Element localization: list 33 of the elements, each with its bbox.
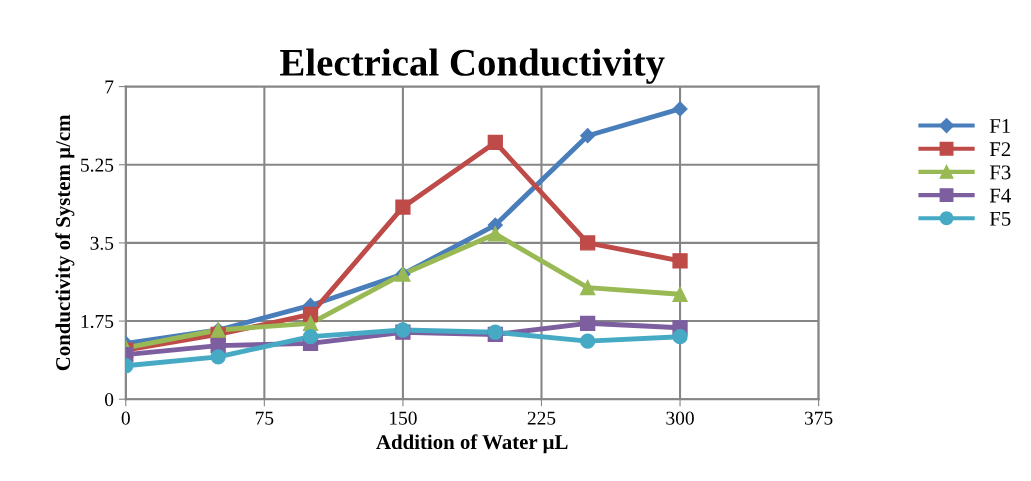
point <box>580 235 596 251</box>
y-tick-label: 3.5 <box>90 236 114 250</box>
legend-label: F3 <box>989 165 1011 180</box>
x-tick-label: 75 <box>255 411 274 425</box>
y-tick-label: 0 <box>105 393 114 407</box>
legend-label: F5 <box>989 211 1011 226</box>
legend-label: F2 <box>989 142 1011 157</box>
x-tick-label: 0 <box>121 411 130 425</box>
y-tick-label: 7 <box>105 80 114 94</box>
x-tick-label: 375 <box>804 411 833 425</box>
y-tick-label: 5.25 <box>81 158 114 172</box>
point <box>672 253 688 269</box>
chart-title: Electrical Conductivity <box>280 48 665 84</box>
x-tick-label: 225 <box>527 411 556 425</box>
x-tick-label: 300 <box>666 411 694 425</box>
point <box>210 349 226 365</box>
point <box>302 329 319 345</box>
point <box>580 333 596 349</box>
point <box>487 226 503 242</box>
point <box>580 279 596 296</box>
x-axis-title: Addition of Water µL <box>376 434 568 454</box>
point <box>672 329 688 345</box>
y-axis-title: Conductivity of System µ/cm <box>55 114 75 371</box>
point <box>672 101 688 117</box>
y-tick-label: 1.75 <box>81 314 114 329</box>
x-tick-label: 150 <box>390 411 417 425</box>
point <box>580 128 596 144</box>
legend-label: F1 <box>989 119 1011 133</box>
point <box>487 134 503 151</box>
point <box>580 315 596 331</box>
legend-label: F4 <box>989 188 1011 203</box>
point <box>672 286 688 302</box>
point <box>395 199 411 215</box>
